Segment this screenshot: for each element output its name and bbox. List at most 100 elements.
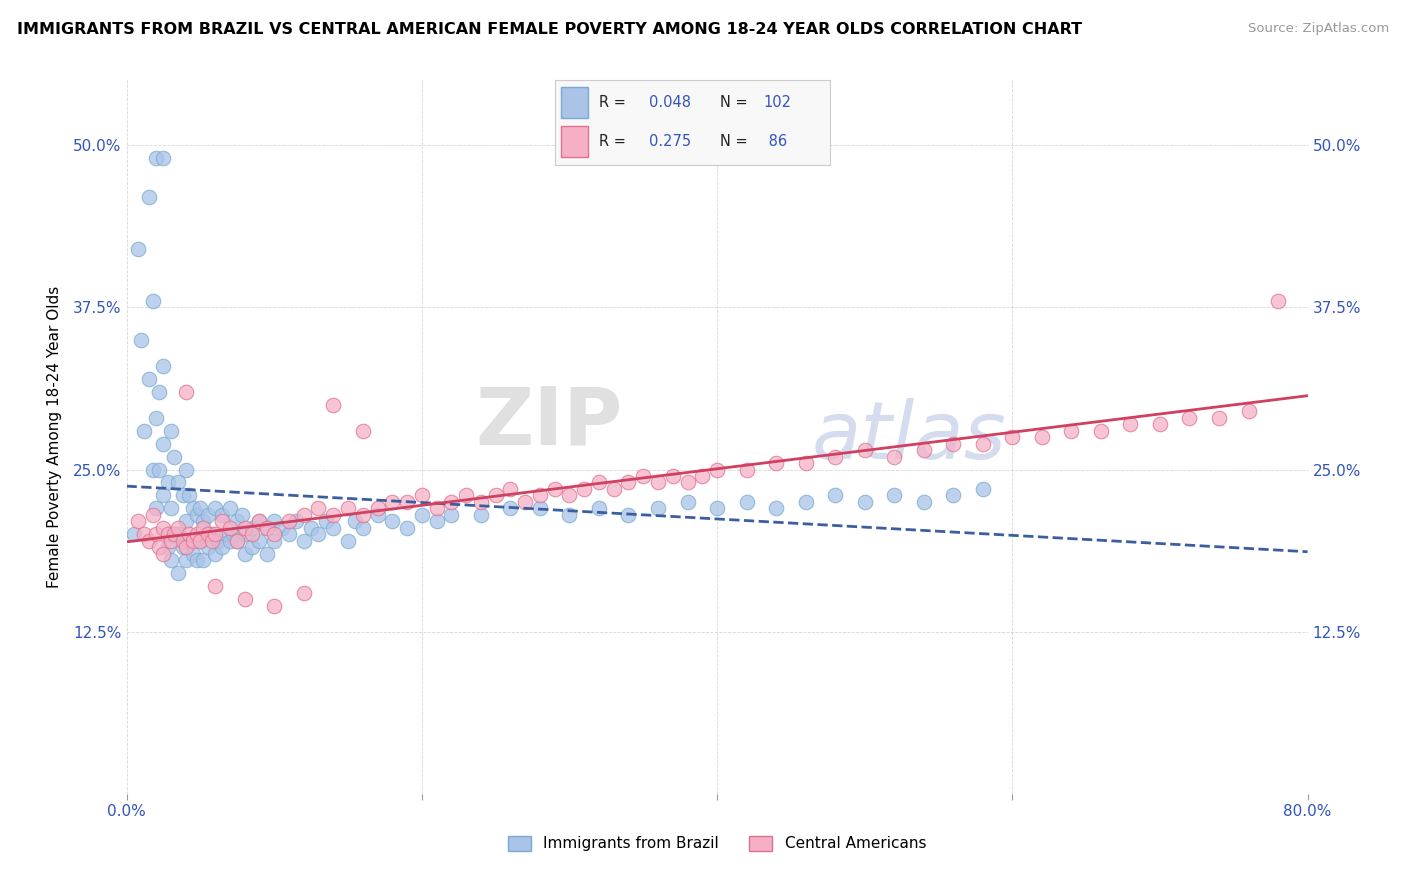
Point bbox=[249, 533, 271, 548]
Point bbox=[145, 151, 167, 165]
Point bbox=[499, 482, 522, 496]
Point bbox=[197, 527, 219, 541]
Point bbox=[174, 553, 197, 567]
Point bbox=[853, 495, 876, 509]
Text: R =: R = bbox=[599, 134, 631, 149]
Point bbox=[160, 553, 183, 567]
FancyBboxPatch shape bbox=[561, 87, 588, 118]
Point bbox=[425, 501, 447, 516]
Point bbox=[1119, 417, 1142, 431]
Point bbox=[337, 533, 360, 548]
Point bbox=[322, 508, 344, 522]
Point bbox=[122, 527, 145, 541]
Point bbox=[794, 456, 817, 470]
Point bbox=[529, 488, 551, 502]
Point bbox=[197, 541, 219, 555]
Point bbox=[181, 533, 204, 548]
Point bbox=[256, 521, 278, 535]
Point bbox=[145, 501, 167, 516]
Point bbox=[470, 495, 492, 509]
Point bbox=[163, 450, 186, 464]
Point bbox=[167, 475, 190, 490]
Point bbox=[735, 462, 758, 476]
Point bbox=[367, 508, 389, 522]
Point bbox=[824, 450, 846, 464]
Point bbox=[278, 515, 301, 529]
Text: atlas: atlas bbox=[811, 398, 1007, 476]
Point bbox=[574, 482, 596, 496]
Point bbox=[249, 515, 271, 529]
Point bbox=[942, 436, 965, 450]
Text: IMMIGRANTS FROM BRAZIL VS CENTRAL AMERICAN FEMALE POVERTY AMONG 18-24 YEAR OLDS : IMMIGRANTS FROM BRAZIL VS CENTRAL AMERIC… bbox=[17, 22, 1083, 37]
Point bbox=[240, 527, 263, 541]
Point bbox=[142, 293, 165, 308]
Point bbox=[219, 521, 242, 535]
Point bbox=[138, 190, 160, 204]
Point bbox=[181, 501, 204, 516]
Point bbox=[211, 508, 233, 522]
Point bbox=[396, 521, 419, 535]
Point bbox=[603, 482, 626, 496]
Text: N =: N = bbox=[720, 134, 752, 149]
Point bbox=[163, 527, 186, 541]
Point bbox=[322, 398, 344, 412]
Legend: Immigrants from Brazil, Central Americans: Immigrants from Brazil, Central American… bbox=[502, 830, 932, 857]
Point bbox=[204, 501, 226, 516]
Point bbox=[1149, 417, 1171, 431]
Point bbox=[163, 527, 186, 541]
Point bbox=[160, 501, 183, 516]
Point bbox=[145, 527, 167, 541]
Point bbox=[588, 501, 610, 516]
Point bbox=[127, 515, 149, 529]
Point bbox=[152, 547, 174, 561]
Text: R =: R = bbox=[599, 95, 631, 110]
Point bbox=[138, 533, 160, 548]
Point bbox=[1060, 424, 1083, 438]
Point bbox=[134, 527, 156, 541]
Point bbox=[765, 456, 787, 470]
Point bbox=[706, 501, 728, 516]
Point bbox=[145, 410, 167, 425]
Point bbox=[912, 495, 935, 509]
Point bbox=[883, 450, 905, 464]
Point bbox=[174, 462, 197, 476]
Point bbox=[160, 533, 183, 548]
Point bbox=[172, 533, 194, 548]
Point bbox=[515, 495, 537, 509]
Point bbox=[181, 547, 204, 561]
Point bbox=[188, 501, 212, 516]
Point bbox=[256, 521, 278, 535]
Point bbox=[706, 462, 728, 476]
Point bbox=[381, 495, 404, 509]
Point bbox=[352, 521, 374, 535]
Point bbox=[633, 469, 655, 483]
Point bbox=[188, 533, 212, 548]
Point bbox=[148, 541, 170, 555]
Point bbox=[215, 527, 238, 541]
Point bbox=[152, 151, 174, 165]
Point bbox=[219, 533, 242, 548]
Point bbox=[167, 527, 190, 541]
Point bbox=[411, 488, 433, 502]
Point bbox=[177, 533, 200, 548]
Point bbox=[558, 508, 581, 522]
Point bbox=[315, 515, 337, 529]
Point bbox=[588, 475, 610, 490]
Point bbox=[972, 482, 994, 496]
Point bbox=[499, 501, 522, 516]
Point bbox=[352, 508, 374, 522]
Point bbox=[148, 462, 170, 476]
Point bbox=[152, 436, 174, 450]
Point bbox=[824, 488, 846, 502]
Point bbox=[177, 488, 200, 502]
Point bbox=[263, 533, 285, 548]
Point bbox=[233, 547, 256, 561]
Point bbox=[883, 488, 905, 502]
Point bbox=[692, 469, 714, 483]
Point bbox=[381, 515, 404, 529]
Point bbox=[1178, 410, 1201, 425]
Point bbox=[558, 488, 581, 502]
Point bbox=[172, 541, 194, 555]
Point bbox=[160, 424, 183, 438]
Point bbox=[193, 515, 215, 529]
